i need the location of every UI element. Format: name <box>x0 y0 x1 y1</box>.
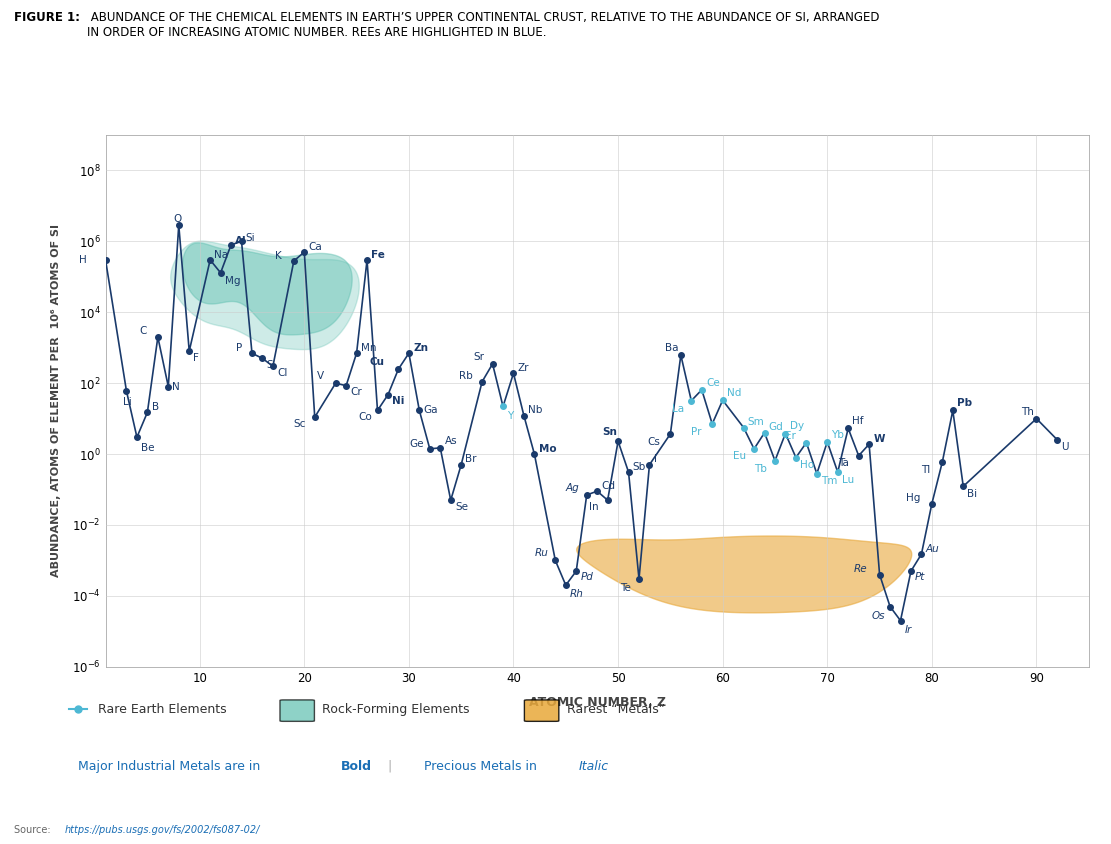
Text: Dy: Dy <box>790 421 803 431</box>
Text: S: S <box>267 360 273 370</box>
Text: Cl: Cl <box>277 368 288 377</box>
Text: Ni: Ni <box>392 396 404 406</box>
Text: Co: Co <box>359 412 372 422</box>
Text: Ta: Ta <box>838 458 849 468</box>
Text: Ba: Ba <box>665 343 679 353</box>
Text: Pr: Pr <box>691 427 702 436</box>
Text: Fe: Fe <box>371 250 386 260</box>
Text: W: W <box>873 434 884 444</box>
Text: Rarest “Metals”: Rarest “Metals” <box>567 703 664 716</box>
Text: Sr: Sr <box>473 352 484 362</box>
Text: Na: Na <box>214 250 229 260</box>
Text: Ir: Ir <box>904 625 912 635</box>
Text: Pd: Pd <box>580 572 593 582</box>
Text: FIGURE 1:: FIGURE 1: <box>14 11 80 24</box>
Text: Ga: Ga <box>423 405 438 415</box>
Text: Eu: Eu <box>733 451 747 461</box>
Text: Major Industrial Metals are in: Major Industrial Metals are in <box>78 760 264 772</box>
Text: Re: Re <box>853 564 867 574</box>
Text: ABUNDANCE OF THE CHEMICAL ELEMENTS IN EARTH’S UPPER CONTINENTAL CRUST, RELATIVE : ABUNDANCE OF THE CHEMICAL ELEMENTS IN EA… <box>87 11 879 39</box>
X-axis label: ATOMIC NUMBER, Z: ATOMIC NUMBER, Z <box>529 695 665 709</box>
Text: Rare Earth Elements: Rare Earth Elements <box>98 703 227 716</box>
Text: Source:: Source: <box>14 825 54 835</box>
Text: Bi: Bi <box>968 490 978 499</box>
Text: V: V <box>317 371 324 381</box>
Text: O: O <box>173 214 182 224</box>
Text: Bold: Bold <box>341 760 372 772</box>
Text: As: As <box>444 436 457 446</box>
Text: N: N <box>172 381 180 392</box>
Text: Ru: Ru <box>534 549 548 559</box>
Text: Ag: Ag <box>565 483 580 493</box>
Text: Mg: Mg <box>224 276 240 285</box>
Y-axis label: ABUNDANCE, ATOMS OF ELEMENT PER  10⁶ ATOMS OF SI: ABUNDANCE, ATOMS OF ELEMENT PER 10⁶ ATOM… <box>51 225 61 577</box>
Text: Yb: Yb <box>831 430 844 440</box>
Text: Ge: Ge <box>409 439 423 448</box>
Text: Li: Li <box>123 398 132 408</box>
Text: Al: Al <box>236 236 247 246</box>
Text: K: K <box>276 251 282 261</box>
Text: Te: Te <box>620 583 631 592</box>
Text: Th: Th <box>1021 407 1033 417</box>
Text: Pt: Pt <box>915 572 925 582</box>
Text: Hf: Hf <box>852 416 864 426</box>
Text: Rh: Rh <box>570 589 584 599</box>
Text: Mn: Mn <box>361 343 377 353</box>
Text: Rock-Forming Elements: Rock-Forming Elements <box>322 703 470 716</box>
Text: Se: Se <box>454 501 468 511</box>
Text: Sm: Sm <box>748 417 764 427</box>
Text: Rb: Rb <box>459 371 473 381</box>
Text: Cu: Cu <box>369 357 384 367</box>
Text: I: I <box>653 454 657 464</box>
Text: Sb: Sb <box>633 462 645 472</box>
FancyBboxPatch shape <box>280 700 314 722</box>
Text: Si: Si <box>246 233 256 243</box>
Text: C: C <box>139 326 147 336</box>
Text: Cs: Cs <box>648 436 660 446</box>
Text: B: B <box>151 402 159 412</box>
Polygon shape <box>577 536 912 613</box>
Text: Sn: Sn <box>602 427 618 437</box>
Text: Tb: Tb <box>754 463 767 473</box>
Text: Ho: Ho <box>800 460 814 470</box>
Text: La: La <box>672 403 684 414</box>
Text: Nb: Nb <box>528 405 542 415</box>
Text: Pb: Pb <box>957 398 972 408</box>
Text: Mo: Mo <box>539 444 557 454</box>
Text: Ca: Ca <box>309 241 322 252</box>
Polygon shape <box>182 243 352 335</box>
Text: Hg: Hg <box>905 493 920 503</box>
Text: Lu: Lu <box>842 475 854 485</box>
Text: Er: Er <box>785 430 797 441</box>
Text: Sc: Sc <box>293 419 307 429</box>
Text: Au: Au <box>925 544 940 554</box>
Text: |: | <box>380 760 400 772</box>
Text: Ce: Ce <box>705 378 720 387</box>
Text: Cr: Cr <box>350 387 362 397</box>
Text: Cd: Cd <box>601 481 615 491</box>
Text: H: H <box>79 255 87 265</box>
Text: Br: Br <box>466 454 477 464</box>
Text: F: F <box>193 353 199 363</box>
Text: P: P <box>237 343 242 353</box>
FancyBboxPatch shape <box>524 700 559 722</box>
Text: In: In <box>589 501 599 511</box>
Text: Gd: Gd <box>769 422 783 432</box>
Text: U: U <box>1062 442 1069 452</box>
Text: Italic: Italic <box>579 760 609 772</box>
Text: Precious Metals in: Precious Metals in <box>424 760 541 772</box>
Text: Zn: Zn <box>413 343 428 353</box>
Text: Be: Be <box>141 443 154 452</box>
Text: Tm: Tm <box>821 477 838 486</box>
Text: Tl: Tl <box>921 465 931 474</box>
Text: Nd: Nd <box>727 388 741 398</box>
Polygon shape <box>171 241 359 349</box>
Text: https://pubs.usgs.gov/fs/2002/fs087-02/: https://pubs.usgs.gov/fs/2002/fs087-02/ <box>64 825 260 835</box>
Text: Zr: Zr <box>518 363 529 373</box>
Text: Os: Os <box>871 611 884 621</box>
Text: Y: Y <box>508 411 513 421</box>
